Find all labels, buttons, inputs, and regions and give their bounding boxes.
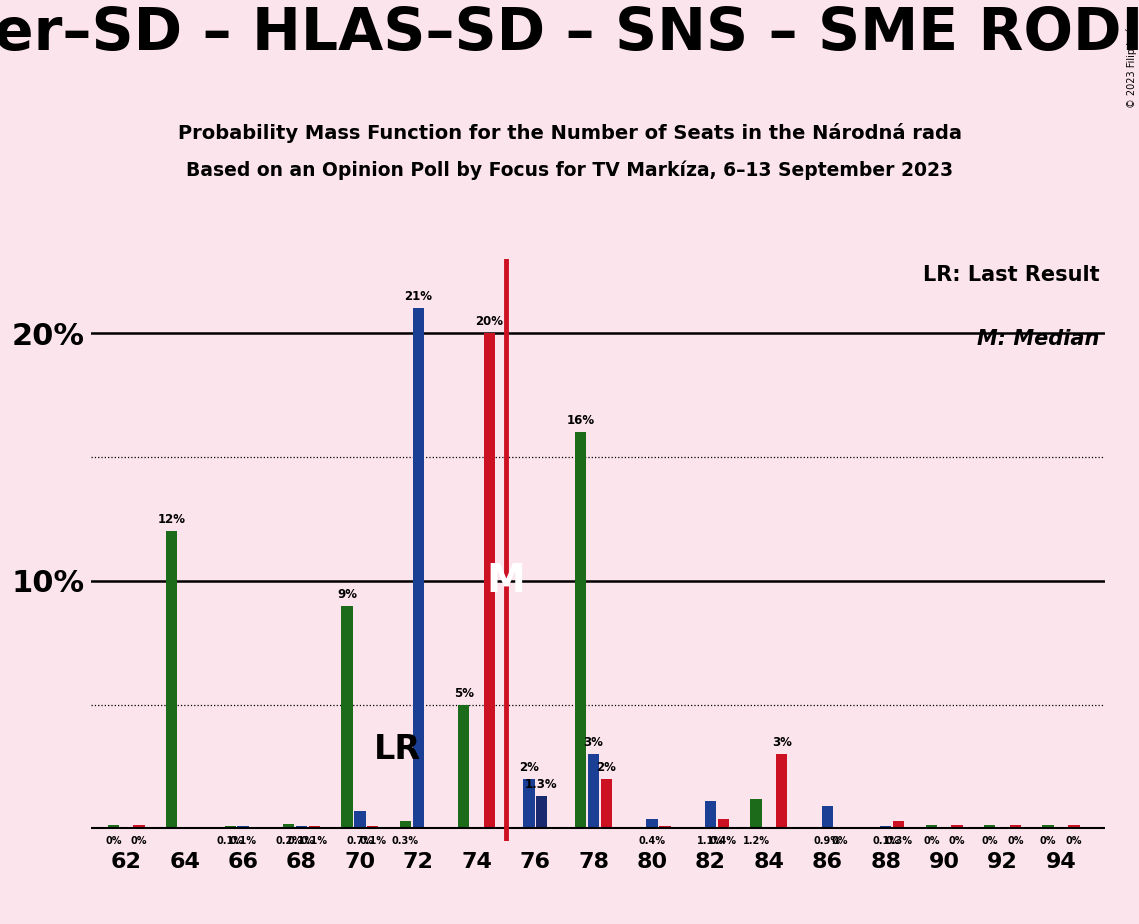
Text: 12%: 12% (157, 513, 186, 527)
Text: 0.1%: 0.1% (230, 836, 256, 845)
Bar (166, 531, 178, 829)
Bar (718, 819, 729, 829)
Bar (926, 825, 937, 829)
Text: 5%: 5% (453, 687, 474, 699)
Text: 1.3%: 1.3% (525, 778, 558, 791)
Bar (951, 825, 962, 829)
Bar (524, 779, 534, 829)
Bar (458, 705, 469, 829)
Bar (705, 801, 716, 829)
Text: 0.3%: 0.3% (885, 836, 912, 845)
Text: 0.1%: 0.1% (216, 836, 244, 845)
Bar (751, 798, 762, 829)
Text: 1.2%: 1.2% (743, 836, 770, 845)
Text: 0%: 0% (831, 836, 849, 845)
Bar (776, 754, 787, 829)
Bar (535, 796, 547, 829)
Text: 1.1%: 1.1% (697, 836, 724, 845)
Bar (484, 333, 495, 829)
Text: M: M (486, 562, 525, 600)
Text: 3%: 3% (772, 736, 792, 749)
Text: © 2023 Filip Laénen: © 2023 Filip Laénen (1126, 9, 1137, 108)
Text: 20%: 20% (476, 315, 503, 328)
Text: 0%: 0% (923, 836, 940, 845)
Bar (575, 432, 587, 829)
Bar (821, 806, 833, 829)
Text: 21%: 21% (404, 290, 433, 303)
Bar (835, 827, 846, 829)
Bar (880, 826, 892, 829)
Bar (108, 825, 118, 829)
Text: LR: LR (375, 733, 421, 766)
Text: 16%: 16% (566, 414, 595, 427)
Bar (984, 825, 995, 829)
Text: 0.1%: 0.1% (359, 836, 386, 845)
Text: 0%: 0% (1007, 836, 1024, 845)
Bar (367, 826, 378, 829)
Text: 0.7%: 0.7% (346, 836, 374, 845)
Bar (893, 821, 904, 829)
Text: 0%: 0% (949, 836, 965, 845)
Text: 9%: 9% (337, 588, 357, 601)
Text: Based on an Opinion Poll by Focus for TV Markíza, 6–13 September 2023: Based on an Opinion Poll by Focus for TV… (186, 161, 953, 180)
Text: 0%: 0% (105, 836, 122, 845)
Text: 2%: 2% (519, 761, 539, 774)
Bar (646, 819, 657, 829)
Bar (1042, 825, 1054, 829)
Bar (282, 823, 294, 829)
Text: 3%: 3% (583, 736, 604, 749)
Bar (296, 826, 308, 829)
Bar (412, 309, 424, 829)
Text: er–SD – HLAS–SD – SNS – SME RODINA – Kotleba–ĽŠ: er–SD – HLAS–SD – SNS – SME RODINA – Kot… (0, 5, 1139, 62)
Bar (1068, 825, 1080, 829)
Bar (237, 826, 248, 829)
Text: 0.4%: 0.4% (639, 836, 665, 845)
Text: M: Median: M: Median (977, 329, 1100, 348)
Bar (342, 605, 353, 829)
Text: 0.1%: 0.1% (872, 836, 899, 845)
Bar (1010, 825, 1021, 829)
Bar (133, 825, 145, 829)
Text: 0.2%: 0.2% (276, 836, 302, 845)
Text: 0.1%: 0.1% (301, 836, 328, 845)
Bar (588, 754, 599, 829)
Text: 0%: 0% (1040, 836, 1056, 845)
Text: 2%: 2% (597, 761, 616, 774)
Text: 0%: 0% (131, 836, 147, 845)
Bar (659, 826, 671, 829)
Bar (400, 821, 411, 829)
Text: 0%: 0% (982, 836, 998, 845)
Bar (309, 826, 320, 829)
Text: 0.4%: 0.4% (710, 836, 737, 845)
Text: 0%: 0% (1066, 836, 1082, 845)
Text: Probability Mass Function for the Number of Seats in the Národná rada: Probability Mass Function for the Number… (178, 123, 961, 143)
Bar (224, 826, 236, 829)
Bar (354, 811, 366, 829)
Text: 0.1%: 0.1% (288, 836, 316, 845)
Text: 0.9%: 0.9% (813, 836, 841, 845)
Bar (601, 779, 612, 829)
Text: 0.3%: 0.3% (392, 836, 419, 845)
Text: LR: Last Result: LR: Last Result (923, 264, 1100, 285)
